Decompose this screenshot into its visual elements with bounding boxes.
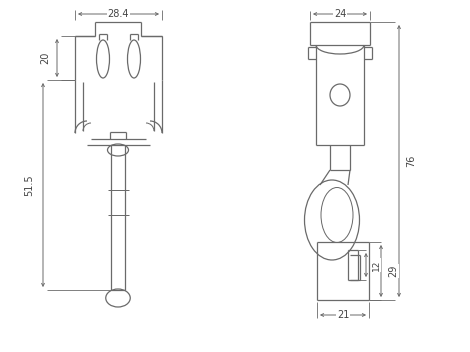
- Text: 76: 76: [406, 155, 416, 167]
- Text: 51.5: 51.5: [24, 174, 34, 196]
- Text: 28.4: 28.4: [108, 9, 129, 19]
- Text: 12: 12: [371, 259, 381, 271]
- Text: 29: 29: [388, 265, 398, 277]
- Text: 24: 24: [334, 9, 346, 19]
- Text: 21: 21: [337, 310, 349, 320]
- Text: 20: 20: [40, 52, 50, 64]
